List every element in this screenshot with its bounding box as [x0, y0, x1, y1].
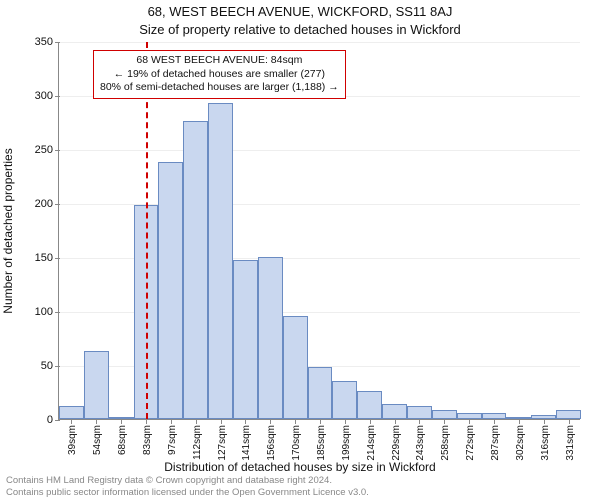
info-line1: 68 WEST BEECH AVENUE: 84sqm	[100, 54, 339, 68]
y-tick-label: 300	[35, 90, 59, 102]
info-box: 68 WEST BEECH AVENUE: 84sqm← 19% of deta…	[93, 50, 346, 99]
x-tick-label: 302sqm	[515, 419, 526, 461]
page-subtitle: Size of property relative to detached ho…	[0, 22, 600, 37]
histogram-bar	[432, 410, 457, 419]
x-tick-label: 97sqm	[167, 419, 178, 455]
x-tick-label: 316sqm	[540, 419, 551, 461]
x-tick-label: 127sqm	[217, 419, 228, 461]
x-tick-label: 331sqm	[565, 419, 576, 461]
info-line3: 80% of semi-detached houses are larger (…	[100, 81, 339, 95]
x-tick-label: 112sqm	[192, 419, 203, 460]
histogram-bar	[183, 121, 208, 419]
y-tick-label: 100	[35, 306, 59, 318]
x-tick-label: 141sqm	[241, 419, 252, 461]
histogram-bar	[556, 410, 581, 419]
y-tick-label: 200	[35, 198, 59, 210]
x-tick-label: 272sqm	[465, 419, 476, 461]
histogram-bar	[233, 260, 258, 419]
histogram-bar	[382, 404, 407, 419]
histogram-bar	[283, 316, 308, 419]
histogram-bar	[158, 162, 183, 419]
footer-line1: Contains HM Land Registry data © Crown c…	[6, 475, 332, 486]
histogram-bar	[308, 367, 333, 419]
y-tick-label: 50	[41, 360, 59, 372]
histogram-bar	[59, 406, 84, 419]
x-tick-label: 199sqm	[341, 419, 352, 461]
x-tick-label: 287sqm	[490, 419, 501, 461]
chart-container: 68, WEST BEECH AVENUE, WICKFORD, SS11 8A…	[0, 0, 600, 500]
x-tick-label: 156sqm	[266, 419, 277, 461]
x-tick-label: 258sqm	[440, 419, 451, 461]
y-tick-label: 150	[35, 252, 59, 264]
x-tick-label: 243sqm	[415, 419, 426, 461]
x-tick-label: 83sqm	[142, 419, 153, 455]
histogram-bar	[407, 406, 432, 419]
footer-line2: Contains public sector information licen…	[6, 487, 369, 498]
page-title: 68, WEST BEECH AVENUE, WICKFORD, SS11 8A…	[0, 4, 600, 19]
x-tick-label: 68sqm	[117, 419, 128, 455]
gridline	[59, 150, 580, 151]
histogram-bar	[84, 351, 109, 419]
x-tick-label: 39sqm	[67, 419, 78, 455]
x-tick-label: 229sqm	[391, 419, 402, 461]
x-tick-label: 214sqm	[366, 419, 377, 461]
histogram-bar	[332, 381, 357, 419]
plot-area: 05010015020025030035039sqm54sqm68sqm83sq…	[58, 42, 580, 420]
footer-attribution: Contains HM Land Registry data © Crown c…	[6, 475, 369, 498]
x-tick-label: 170sqm	[291, 419, 302, 461]
histogram-bar	[258, 257, 283, 419]
x-axis-label: Distribution of detached houses by size …	[0, 460, 600, 474]
gridline	[59, 42, 580, 43]
x-tick-label: 185sqm	[316, 419, 327, 461]
y-tick-label: 0	[47, 414, 59, 426]
histogram-bar	[208, 103, 233, 419]
y-axis-label: Number of detached properties	[1, 148, 15, 313]
histogram-bar	[357, 391, 382, 419]
y-tick-label: 350	[35, 36, 59, 48]
y-tick-label: 250	[35, 144, 59, 156]
x-tick-label: 54sqm	[92, 419, 103, 455]
info-line2: ← 19% of detached houses are smaller (27…	[100, 68, 339, 82]
